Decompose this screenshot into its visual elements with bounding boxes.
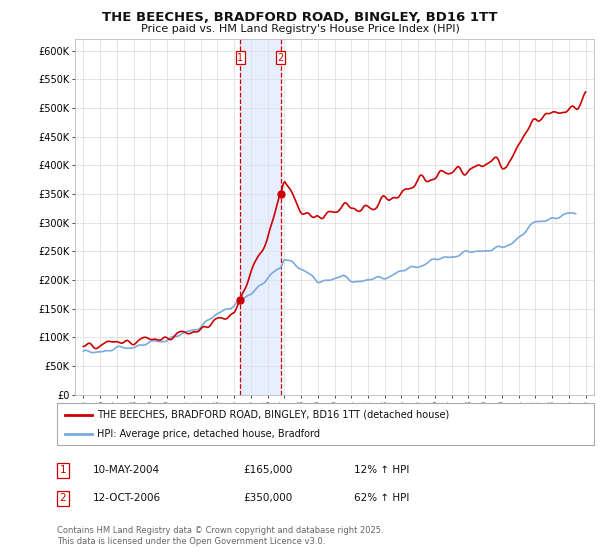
Text: 10-MAY-2004: 10-MAY-2004 — [93, 465, 160, 475]
Text: Contains HM Land Registry data © Crown copyright and database right 2025.
This d: Contains HM Land Registry data © Crown c… — [57, 526, 383, 546]
Text: £165,000: £165,000 — [243, 465, 292, 475]
Text: HPI: Average price, detached house, Bradford: HPI: Average price, detached house, Brad… — [97, 429, 320, 439]
Text: 2: 2 — [59, 493, 67, 503]
Text: THE BEECHES, BRADFORD ROAD, BINGLEY, BD16 1TT (detached house): THE BEECHES, BRADFORD ROAD, BINGLEY, BD1… — [97, 409, 449, 419]
Text: £350,000: £350,000 — [243, 493, 292, 503]
Text: 1: 1 — [59, 465, 67, 475]
Text: THE BEECHES, BRADFORD ROAD, BINGLEY, BD16 1TT: THE BEECHES, BRADFORD ROAD, BINGLEY, BD1… — [102, 11, 498, 24]
Text: Price paid vs. HM Land Registry's House Price Index (HPI): Price paid vs. HM Land Registry's House … — [140, 24, 460, 34]
Text: 62% ↑ HPI: 62% ↑ HPI — [354, 493, 409, 503]
Text: 12-OCT-2006: 12-OCT-2006 — [93, 493, 161, 503]
Text: 12% ↑ HPI: 12% ↑ HPI — [354, 465, 409, 475]
Text: 1: 1 — [237, 53, 244, 63]
Text: 2: 2 — [278, 53, 284, 63]
Bar — [240, 39, 281, 395]
